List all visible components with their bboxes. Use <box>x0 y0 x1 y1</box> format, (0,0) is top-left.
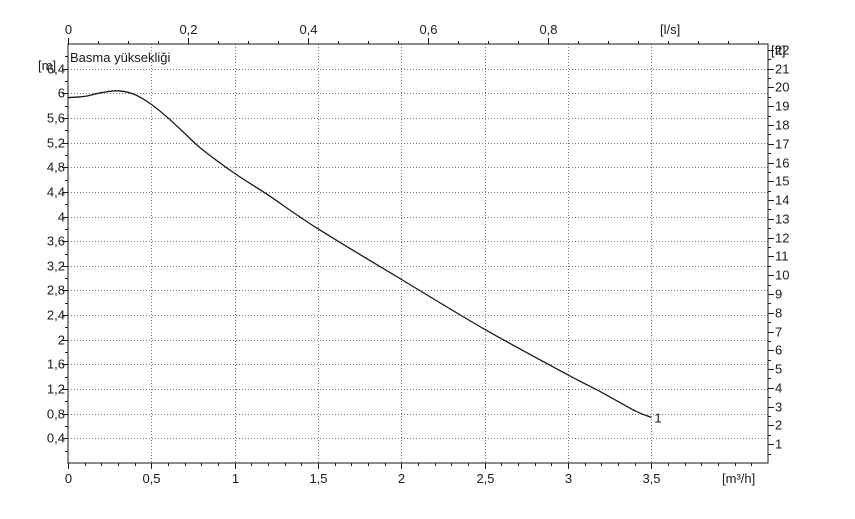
y-left-tick-label: 3,6 <box>47 234 65 249</box>
y-right-tick-label: 7 <box>775 325 782 340</box>
y-left-tick-label: 6,4 <box>47 62 65 77</box>
y-left-tick-label: 2,8 <box>47 283 65 298</box>
x-top-tick-label: 0 <box>65 22 72 37</box>
y-right-tick-label: 5 <box>775 362 782 377</box>
y-left-tick-label: 4,8 <box>47 160 65 175</box>
y-right-tick-label: 20 <box>775 80 789 95</box>
series-layer: 1 <box>67 90 662 425</box>
y-left-tick-label: 5,2 <box>47 136 65 151</box>
y-left-tick-label: 0,4 <box>47 431 65 446</box>
y-right-tick-label: 11 <box>775 249 789 264</box>
x-bottom-tick-label: 3,5 <box>642 471 660 486</box>
grid-lines <box>68 44 768 463</box>
x-top-unit: [l/s] <box>660 22 680 37</box>
x-bottom-tick-label: 1,5 <box>309 471 327 486</box>
y-left-tick-label: 4,4 <box>47 185 65 200</box>
tick-labels: 0,4 0,8 1,2 1,6 2 2,4 2,8 3,2 3,6 4 4,4 4,8 5,2 5,6 6 6… <box>47 22 790 486</box>
y-left-unit: [m] <box>38 58 56 73</box>
y-right-tick-label: 12 <box>775 231 789 246</box>
y-right-tick-label: 4 <box>775 381 782 396</box>
x-top-tick-label: 0,2 <box>179 22 197 37</box>
y-left-tick-label: 3,2 <box>47 259 65 274</box>
y-right-tick-label: 9 <box>775 287 782 302</box>
y-left-tick-label: 1,2 <box>47 382 65 397</box>
y-left-tick-label: 2 <box>58 333 65 348</box>
y-right-tick-label: 17 <box>775 137 789 152</box>
y-right-tick-label: 3 <box>775 400 782 415</box>
y-right-tick-label: 19 <box>775 99 789 114</box>
y-right-tick-label: 14 <box>775 193 789 208</box>
y-right-tick-label: 8 <box>775 306 782 321</box>
x-bottom-tick-label: 0,5 <box>142 471 160 486</box>
x-top-tick-label: 0,4 <box>299 22 317 37</box>
x-bottom-tick-label: 3 <box>565 471 572 486</box>
x-top-tick-label: 0,8 <box>539 22 557 37</box>
y-left-tick-label: 0,8 <box>47 407 65 422</box>
y-left-tick-label: 4 <box>58 210 65 225</box>
x-bottom-unit: [m³/h] <box>722 471 755 486</box>
x-bottom-tick-label: 2 <box>398 471 405 486</box>
x-bottom-tick-label: 0 <box>65 471 72 486</box>
y-right-unit: [ft] <box>771 43 785 58</box>
series-label: 1 <box>654 410 661 425</box>
y-right-tick-label: 18 <box>775 118 789 133</box>
x-top-tick-label: 0,6 <box>419 22 437 37</box>
y-right-tick-label: 21 <box>775 62 789 77</box>
y-left-tick-label: 2,4 <box>47 308 65 323</box>
series-line <box>67 90 652 419</box>
x-bottom-tick-label: 2,5 <box>476 471 494 486</box>
y-right-tick-label: 1 <box>775 437 782 452</box>
y-right-tick-label: 22 <box>775 43 789 58</box>
chart-title: Basma yüksekliği <box>70 50 171 65</box>
y-left-tick-label: 5,6 <box>47 111 65 126</box>
y-right-tick-label: 16 <box>775 156 789 171</box>
y-right-tick-label: 13 <box>775 212 789 227</box>
y-right-tick-label: 15 <box>775 174 789 189</box>
axis-ticks <box>62 38 774 469</box>
x-bottom-tick-label: 1 <box>232 471 239 486</box>
y-right-tick-label: 10 <box>775 268 789 283</box>
y-right-tick-label: 6 <box>775 343 782 358</box>
y-right-tick-label: 2 <box>775 418 782 433</box>
y-left-tick-label: 1,6 <box>47 357 65 372</box>
y-left-tick-label: 6 <box>58 86 65 101</box>
